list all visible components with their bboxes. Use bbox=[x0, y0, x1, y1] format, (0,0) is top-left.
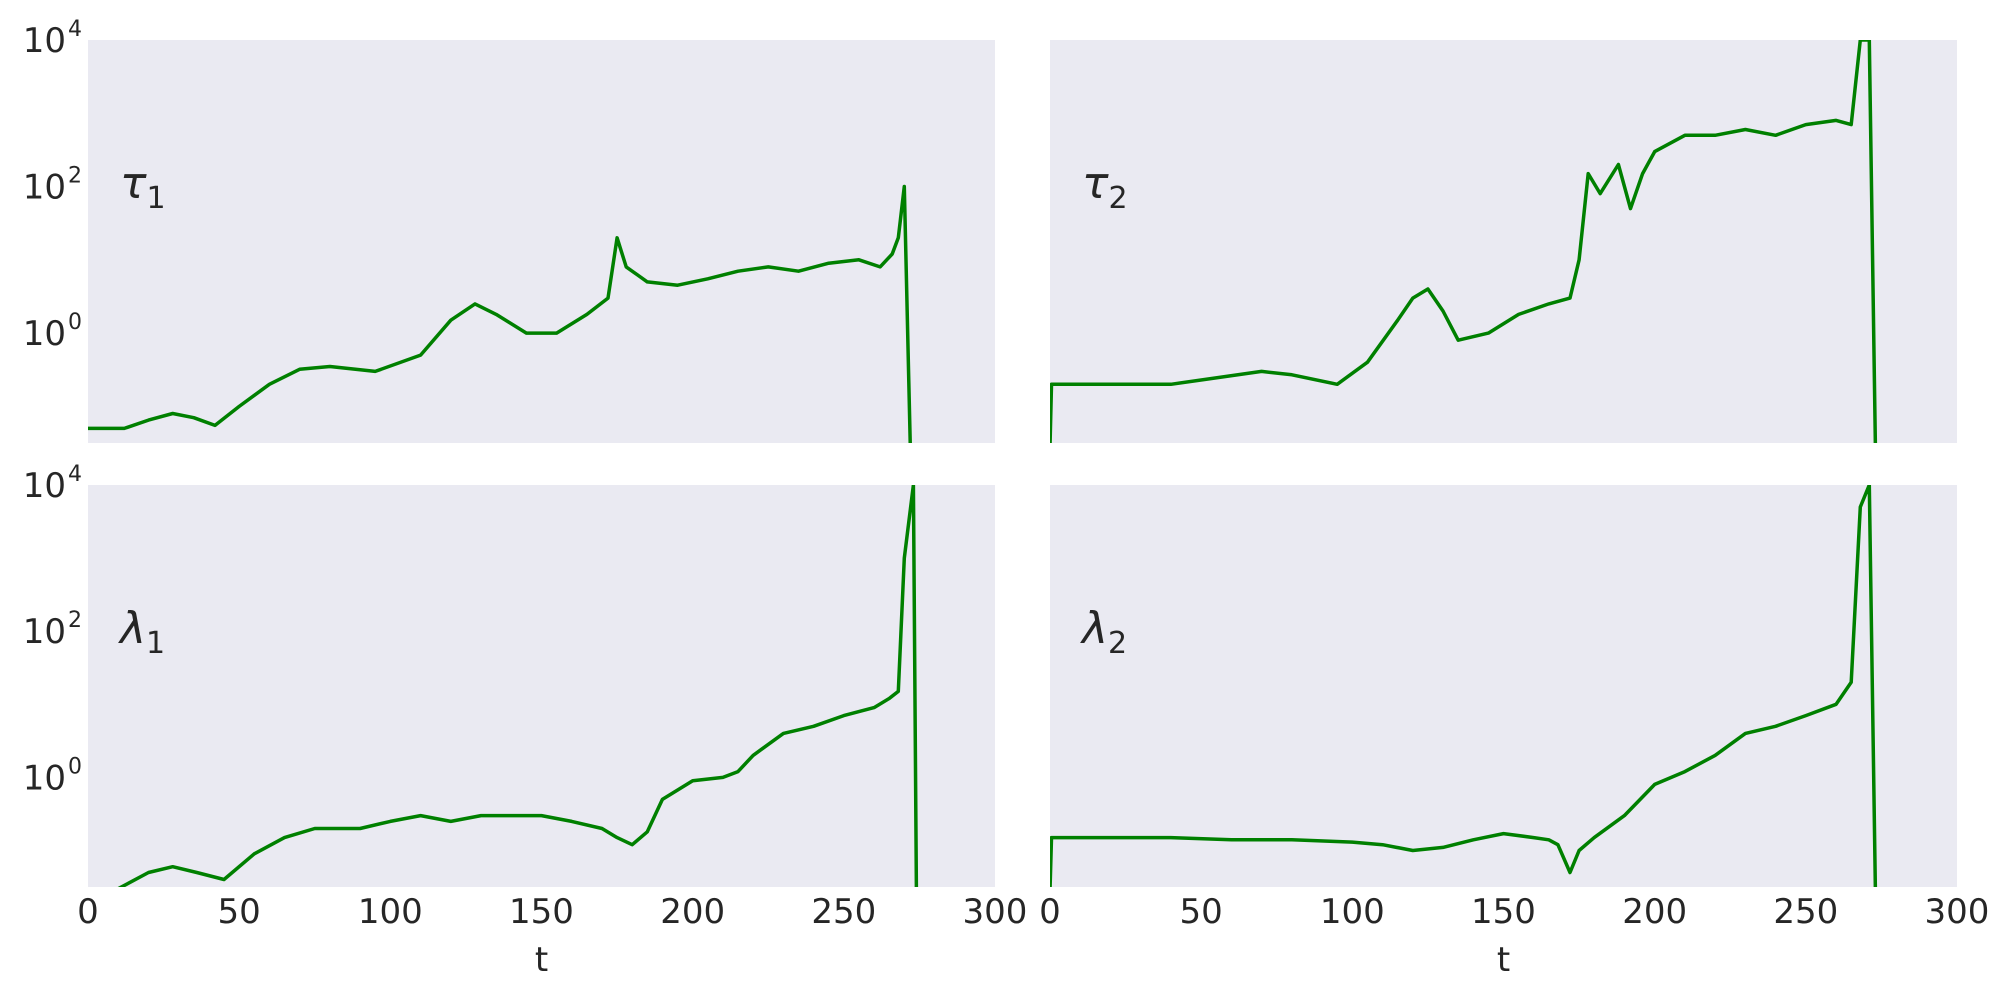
panel-label-subscript: 2 bbox=[1109, 181, 1128, 216]
plot-area bbox=[1050, 485, 1957, 887]
x-tick-label: 250 bbox=[811, 892, 876, 932]
series-line bbox=[88, 184, 912, 443]
y-tick-exponent: 4 bbox=[68, 462, 82, 487]
panel-label: λ1 bbox=[118, 603, 165, 661]
series-line bbox=[88, 485, 919, 887]
panel-label-subscript: 1 bbox=[147, 181, 166, 216]
panel-label-symbol: τ bbox=[1082, 158, 1109, 209]
x-tick-label: 50 bbox=[218, 892, 261, 932]
y-tick-label: 10 bbox=[23, 21, 66, 61]
series-line bbox=[1050, 40, 1878, 443]
x-tick-label: 200 bbox=[660, 892, 725, 932]
y-tick-exponent: 2 bbox=[68, 164, 82, 189]
panel-label-symbol: λ bbox=[1080, 603, 1108, 654]
y-tick-exponent: 4 bbox=[68, 17, 82, 42]
y-tick-exponent: 0 bbox=[68, 310, 82, 335]
x-tick-label: 150 bbox=[1471, 892, 1536, 932]
panel-label: τ2 bbox=[1082, 158, 1128, 216]
x-tick-label: 0 bbox=[77, 892, 99, 932]
x-tick-label: 150 bbox=[509, 892, 574, 932]
x-tick-label: 50 bbox=[1180, 892, 1223, 932]
y-tick-label: 10 bbox=[23, 168, 66, 208]
x-tick-label: 250 bbox=[1773, 892, 1838, 932]
y-tick-label: 10 bbox=[23, 314, 66, 354]
panel-label: λ2 bbox=[1080, 603, 1127, 661]
x-tick-label: 100 bbox=[358, 892, 423, 932]
plot-area bbox=[88, 485, 995, 887]
panel-label-subscript: 2 bbox=[1108, 626, 1127, 661]
plot-area bbox=[1050, 40, 1957, 443]
y-tick-exponent: 2 bbox=[68, 608, 82, 633]
y-tick-exponent: 0 bbox=[68, 754, 82, 779]
x-axis-title: t bbox=[1497, 940, 1510, 980]
y-tick-label: 10 bbox=[23, 758, 66, 798]
panel-label-symbol: λ bbox=[118, 603, 146, 654]
y-tick-label: 10 bbox=[23, 612, 66, 652]
x-tick-label: 100 bbox=[1320, 892, 1385, 932]
x-tick-label: 200 bbox=[1622, 892, 1687, 932]
panel-label-subscript: 1 bbox=[146, 626, 165, 661]
x-tick-label: 300 bbox=[963, 892, 1028, 932]
series-line bbox=[1050, 485, 1878, 887]
chart-panel-4: 0 50 100 150 200 250 300 t λ2 bbox=[1039, 485, 1989, 980]
y-tick-label: 10 bbox=[23, 466, 66, 506]
x-tick-label: 0 bbox=[1039, 892, 1061, 932]
chart-panel-2: τ2 bbox=[1050, 40, 1957, 443]
panel-label: τ1 bbox=[120, 158, 166, 216]
x-tick-label: 300 bbox=[1925, 892, 1990, 932]
panel-label-symbol: τ bbox=[120, 158, 147, 209]
plot-area bbox=[88, 40, 995, 443]
x-axis-title: t bbox=[535, 940, 548, 980]
